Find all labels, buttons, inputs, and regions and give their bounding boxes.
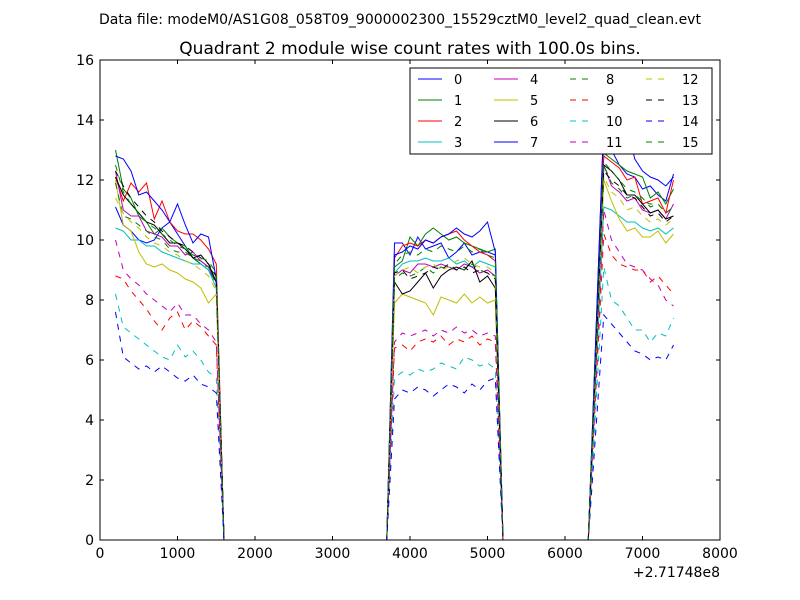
legend-box bbox=[409, 67, 713, 155]
y-tick-label: 4 bbox=[85, 413, 94, 429]
x-tick-label: 3000 bbox=[315, 546, 351, 562]
series-line-8 bbox=[115, 164, 674, 541]
legend-label-12: 12 bbox=[682, 73, 699, 88]
legend-label-14: 14 bbox=[682, 115, 699, 130]
series-line-14 bbox=[115, 311, 674, 541]
y-tick-label: 10 bbox=[76, 233, 94, 249]
y-tick-label: 16 bbox=[76, 53, 94, 69]
x-offset-label: +2.71748e8 bbox=[633, 565, 720, 581]
legend-label-6: 6 bbox=[530, 115, 538, 130]
x-tick-label: 0 bbox=[96, 546, 105, 562]
legend-label-1: 1 bbox=[454, 94, 462, 109]
series-line-15 bbox=[115, 160, 674, 541]
legend-label-10: 10 bbox=[606, 115, 623, 130]
legend-label-15: 15 bbox=[682, 136, 699, 151]
legend-label-4: 4 bbox=[530, 73, 538, 88]
y-tick-label: 6 bbox=[85, 353, 94, 369]
legend-label-0: 0 bbox=[454, 73, 462, 88]
series-line-6 bbox=[115, 164, 674, 541]
series-line-1 bbox=[115, 149, 674, 541]
legend-label-8: 8 bbox=[606, 73, 614, 88]
x-tick-label: 2000 bbox=[237, 546, 273, 562]
legend-label-2: 2 bbox=[454, 115, 462, 130]
series-line-9 bbox=[115, 233, 674, 541]
series-line-5 bbox=[115, 179, 674, 541]
y-tick-label: 0 bbox=[85, 533, 94, 549]
x-tick-label: 6000 bbox=[547, 546, 583, 562]
x-axis: 0 1000 2000 3000 4000 5000 6000 7000 8000 bbox=[96, 60, 738, 562]
series-line-13 bbox=[115, 169, 674, 541]
series-line-12 bbox=[115, 175, 674, 541]
x-tick-label: 4000 bbox=[392, 546, 428, 562]
chart-suptitle: Data file: modeM0/AS1G08_058T09_90000023… bbox=[99, 12, 701, 28]
legend-label-7: 7 bbox=[530, 136, 538, 151]
series-line-10 bbox=[115, 266, 674, 541]
legend-label-9: 9 bbox=[606, 94, 614, 109]
series-line-0 bbox=[115, 122, 674, 541]
legend-label-5: 5 bbox=[530, 94, 538, 109]
series-line-4 bbox=[115, 164, 674, 541]
x-tick-label: 5000 bbox=[470, 546, 506, 562]
chart-title: Quadrant 2 module wise count rates with … bbox=[179, 39, 640, 59]
y-tick-label: 8 bbox=[85, 293, 94, 309]
y-tick-label: 12 bbox=[76, 173, 94, 189]
x-tick-label: 8000 bbox=[702, 546, 738, 562]
series-line-3 bbox=[115, 206, 674, 541]
x-tick-label: 1000 bbox=[160, 546, 196, 562]
legend-label-3: 3 bbox=[454, 136, 462, 151]
y-tick-label: 2 bbox=[85, 473, 94, 489]
legend-label-11: 11 bbox=[606, 136, 623, 151]
series-layer bbox=[115, 119, 674, 541]
legend-label-13: 13 bbox=[682, 94, 699, 109]
y-tick-label: 14 bbox=[76, 113, 94, 129]
x-tick-label: 7000 bbox=[625, 546, 661, 562]
series-line-7 bbox=[115, 119, 674, 541]
